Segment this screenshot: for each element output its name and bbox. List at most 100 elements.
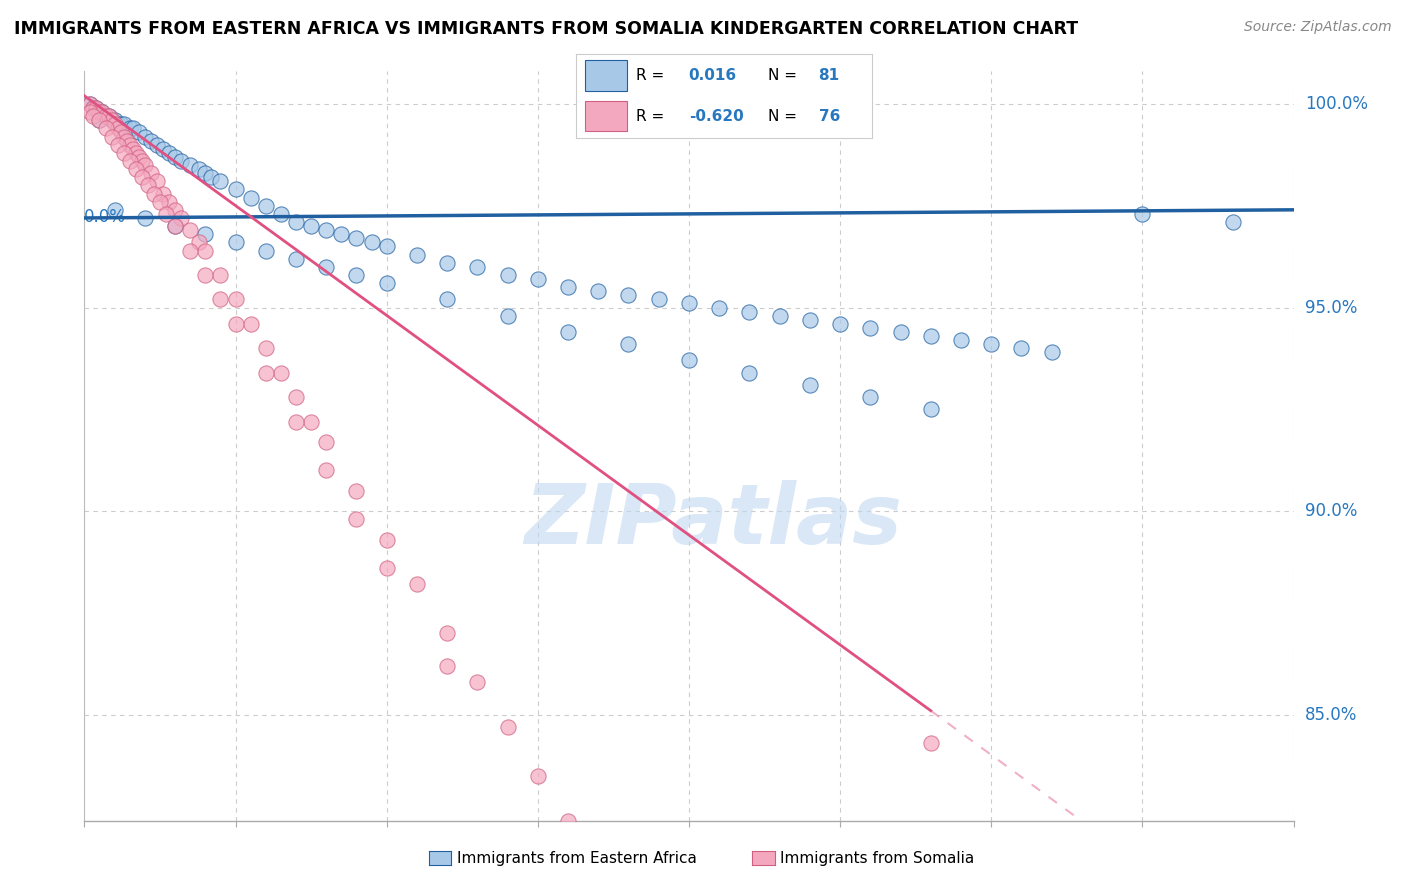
Point bbox=[436, 659, 458, 673]
Point bbox=[89, 113, 111, 128]
Point bbox=[97, 109, 120, 123]
Point bbox=[738, 366, 761, 380]
Point bbox=[375, 533, 398, 547]
Point bbox=[89, 105, 111, 120]
Point bbox=[112, 129, 135, 144]
Point bbox=[146, 137, 169, 152]
Point bbox=[527, 769, 550, 783]
Point bbox=[617, 337, 640, 351]
Text: 81: 81 bbox=[818, 68, 839, 83]
Point bbox=[209, 293, 232, 307]
Point bbox=[179, 244, 201, 258]
Point bbox=[146, 174, 169, 188]
Point bbox=[149, 194, 172, 209]
Point bbox=[104, 117, 127, 131]
Point bbox=[89, 105, 111, 120]
Point bbox=[118, 153, 141, 168]
Point bbox=[285, 390, 308, 404]
Point bbox=[859, 390, 882, 404]
Point bbox=[496, 268, 519, 282]
Point bbox=[890, 325, 912, 339]
Point bbox=[194, 166, 217, 180]
Point bbox=[315, 260, 337, 274]
Point bbox=[86, 101, 108, 115]
Point bbox=[94, 109, 117, 123]
Point bbox=[82, 109, 104, 123]
Point bbox=[678, 296, 700, 310]
Point bbox=[920, 402, 942, 417]
Text: 0.016: 0.016 bbox=[689, 68, 737, 83]
Point bbox=[112, 117, 135, 131]
Point bbox=[194, 268, 217, 282]
Point bbox=[225, 182, 247, 196]
Point bbox=[225, 293, 247, 307]
Point bbox=[1040, 345, 1063, 359]
Point bbox=[830, 317, 852, 331]
Point bbox=[678, 353, 700, 368]
Point bbox=[107, 117, 129, 131]
Point bbox=[200, 170, 222, 185]
Point bbox=[239, 191, 262, 205]
Point bbox=[588, 285, 610, 299]
Point bbox=[330, 227, 353, 242]
Text: 95.0%: 95.0% bbox=[1305, 299, 1357, 317]
Point bbox=[82, 101, 104, 115]
Point bbox=[588, 858, 610, 872]
Point bbox=[360, 235, 382, 250]
Point bbox=[152, 142, 174, 156]
Point bbox=[139, 134, 162, 148]
Point bbox=[118, 137, 141, 152]
Bar bbox=[585, 101, 627, 131]
Point bbox=[165, 202, 187, 217]
Point bbox=[920, 329, 942, 343]
Point bbox=[170, 153, 193, 168]
Point bbox=[285, 415, 308, 429]
Point bbox=[1130, 207, 1153, 221]
Text: R =: R = bbox=[636, 109, 669, 124]
Point bbox=[346, 268, 368, 282]
Text: 76: 76 bbox=[818, 109, 839, 124]
Point bbox=[134, 211, 156, 225]
Text: Immigrants from Eastern Africa: Immigrants from Eastern Africa bbox=[457, 851, 697, 865]
Point bbox=[209, 174, 232, 188]
Text: R =: R = bbox=[636, 68, 669, 83]
Point bbox=[128, 125, 150, 139]
Point bbox=[617, 288, 640, 302]
Point bbox=[139, 166, 162, 180]
Point bbox=[112, 145, 135, 160]
Point bbox=[188, 162, 211, 177]
Point bbox=[270, 207, 292, 221]
Point bbox=[131, 153, 153, 168]
Point bbox=[91, 105, 114, 120]
Point bbox=[436, 293, 458, 307]
Point bbox=[799, 378, 821, 392]
Point bbox=[346, 483, 368, 498]
Point bbox=[467, 260, 489, 274]
Point bbox=[557, 280, 579, 294]
Point bbox=[94, 109, 117, 123]
Point bbox=[125, 162, 148, 177]
Point bbox=[209, 268, 232, 282]
Point bbox=[82, 101, 104, 115]
Bar bbox=[585, 61, 627, 91]
Point bbox=[104, 202, 127, 217]
Point bbox=[152, 186, 174, 201]
Text: N =: N = bbox=[768, 109, 803, 124]
Text: 90.0%: 90.0% bbox=[1305, 502, 1357, 520]
Point bbox=[225, 317, 247, 331]
Point bbox=[165, 219, 187, 233]
Point bbox=[436, 256, 458, 270]
Point bbox=[134, 158, 156, 172]
Point bbox=[315, 463, 337, 477]
Text: 0.0%: 0.0% bbox=[84, 208, 127, 226]
Point bbox=[79, 97, 101, 112]
Text: 100.0%: 100.0% bbox=[1305, 95, 1368, 113]
Point bbox=[107, 121, 129, 136]
Point bbox=[100, 129, 122, 144]
Point bbox=[299, 415, 322, 429]
Point bbox=[557, 325, 579, 339]
Point bbox=[980, 337, 1002, 351]
Point bbox=[285, 252, 308, 266]
Point bbox=[89, 113, 111, 128]
Point bbox=[94, 121, 117, 136]
